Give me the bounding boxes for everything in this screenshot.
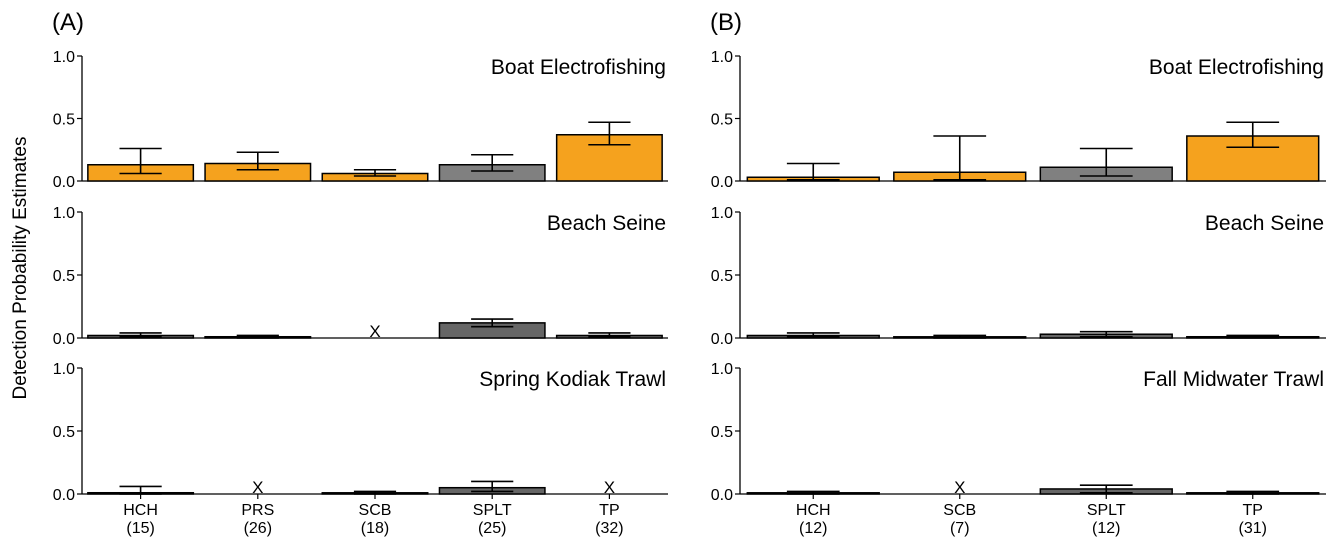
panel-title: Boat Electrofishing [491,56,666,79]
panel-title: Boat Electrofishing [1149,56,1324,79]
x-tick-label: TP (31) [1239,502,1267,537]
x-tick-label-line: (25) [478,520,506,537]
x-tick-label-line: (32) [595,520,623,537]
x-tick-label-line: (26) [244,520,272,537]
panel-label: (A) [52,9,84,36]
x-tick-label-line: SCB [359,502,392,519]
x-tick-label-line: SPLT [473,502,512,519]
panel-title: Spring Kodiak Trawl [479,368,666,391]
x-tick-label: SPLT (25) [473,502,512,537]
panel-1: (A) 0.0 0.5 1.0 Boat Electrofishing [52,9,668,191]
y-tick-label: 1.0 [711,205,733,222]
chart-panels: (A) 0.0 0.5 1.0 Boat Electrofishing 0.0 0.5 1.0… [52,9,1326,537]
x-tick-label: SPLT (12) [1087,502,1126,537]
y-tick-label: 0.0 [53,487,75,504]
x-tick-label-line: HCH [796,502,831,519]
y-tick-label: 1.0 [53,205,75,222]
x-tick-label: HCH (15) [123,502,158,537]
x-tick-label-line: SPLT [1087,502,1126,519]
y-tick-label: 0.5 [711,424,733,441]
x-tick-label-line: (7) [950,520,970,537]
y-tick-label: 0.5 [711,268,733,285]
x-tick-label-line: (18) [361,520,389,537]
x-tick-label-line: (12) [1092,520,1120,537]
y-tick-label: 1.0 [53,361,75,378]
y-tick-label: 0.5 [53,424,75,441]
x-tick-label-line: (31) [1239,520,1267,537]
y-tick-label: 1.0 [53,49,75,66]
panel-title: Beach Seine [547,212,666,235]
y-tick-label: 0.0 [53,174,75,191]
panel-label: (B) [710,9,742,36]
x-tick-label-line: PRS [241,502,274,519]
x-tick-label-line: TP [599,502,619,519]
panel-2: 0.0 0.5 1.0 Beach Seine X [53,205,668,348]
x-tick-label: TP (32) [595,502,623,537]
x-tick-label-line: (12) [799,520,827,537]
x-tick-label-line: TP [1243,502,1263,519]
panel-title: Fall Midwater Trawl [1143,368,1324,391]
missing-marker: X [369,322,380,341]
y-tick-label: 0.5 [53,268,75,285]
x-tick-label: SCB (7) [943,502,976,537]
x-tick-label-line: HCH [123,502,158,519]
y-tick-label: 0.0 [53,331,75,348]
x-tick-label-line: SCB [943,502,976,519]
missing-marker: X [252,478,263,497]
missing-marker: X [954,478,965,497]
x-tick-label: HCH (12) [796,502,831,537]
y-tick-label: 0.5 [53,112,75,129]
panel-title: Beach Seine [1205,212,1324,235]
y-axis-label: Detection Probability Estimates [10,137,31,400]
y-tick-label: 0.0 [711,487,733,504]
y-tick-label: 0.0 [711,331,733,348]
x-tick-label: PRS (26) [241,502,274,537]
y-tick-label: 0.5 [711,112,733,129]
x-tick-label: SCB (18) [359,502,392,537]
y-tick-label: 1.0 [711,361,733,378]
missing-marker: X [604,478,615,497]
panel-4: (B) 0.0 0.5 1.0 Boat Electrofishing [710,9,1326,191]
y-tick-label: 0.0 [711,174,733,191]
panel-5: 0.0 0.5 1.0 Beach Seine [711,205,1326,348]
x-tick-label-line: (15) [126,520,154,537]
y-tick-label: 1.0 [711,49,733,66]
